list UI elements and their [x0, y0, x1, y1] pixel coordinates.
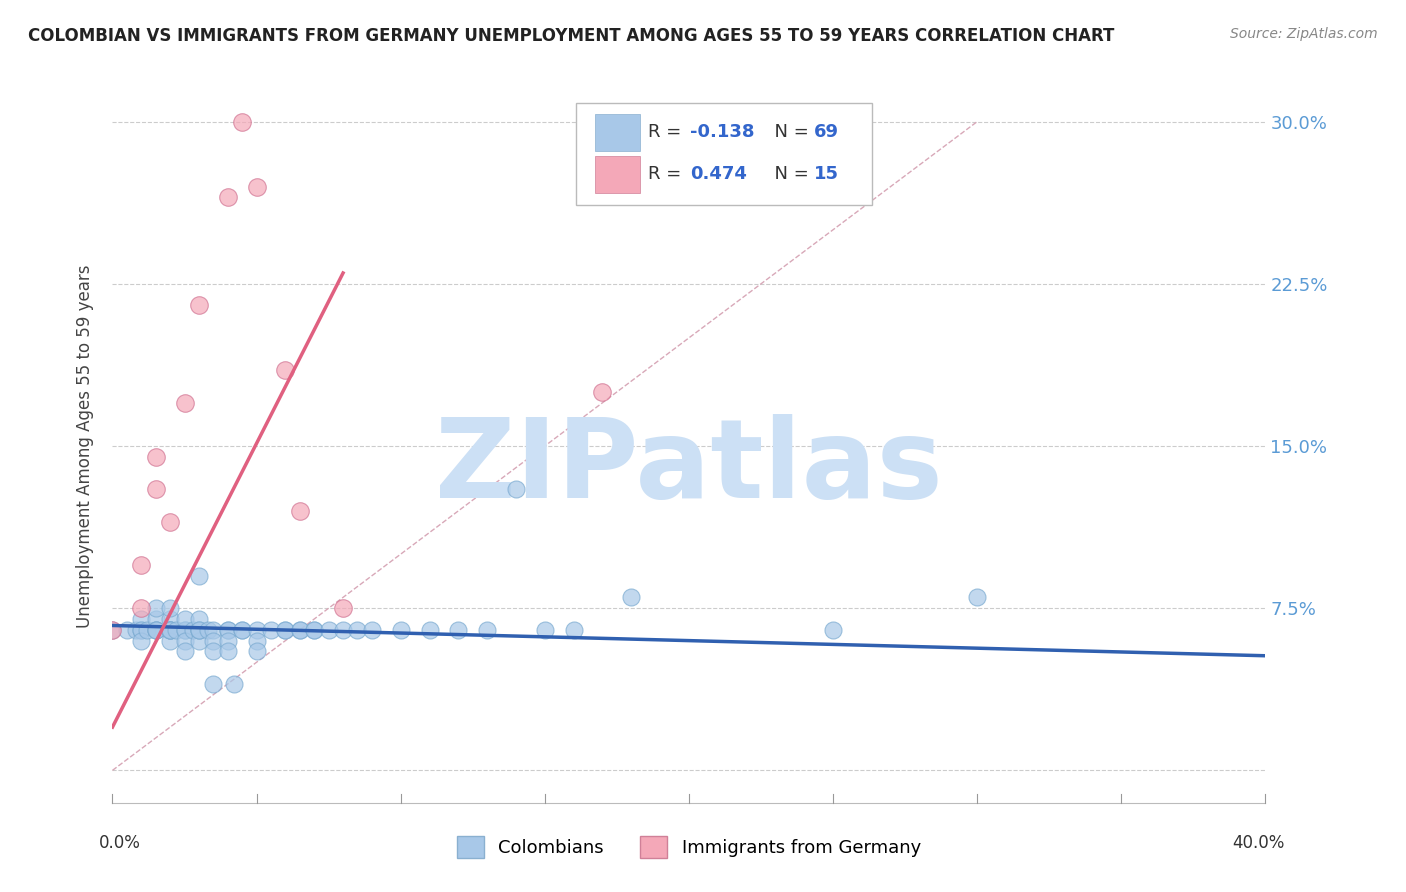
Point: [231, 114, 253, 128]
Text: 40.0%: 40.0%: [1232, 834, 1285, 852]
Point: [188, 633, 211, 648]
Point: [447, 623, 470, 637]
Point: [202, 644, 225, 658]
Point: [159, 623, 181, 637]
Point: [145, 601, 167, 615]
Point: [360, 623, 382, 637]
Point: [562, 623, 585, 637]
Point: [145, 450, 167, 464]
Point: [332, 623, 354, 637]
Point: [260, 623, 283, 637]
Point: [217, 644, 239, 658]
Point: [188, 568, 211, 582]
Point: [318, 623, 340, 637]
Point: [288, 623, 311, 637]
Point: [505, 482, 527, 496]
Point: [231, 623, 253, 637]
Point: [115, 623, 138, 637]
Point: [173, 623, 195, 637]
Text: ZIPatlas: ZIPatlas: [434, 414, 943, 521]
Point: [145, 482, 167, 496]
Point: [159, 623, 181, 637]
Point: [346, 623, 368, 637]
Point: [202, 633, 225, 648]
Point: [145, 623, 167, 637]
Point: [129, 623, 153, 637]
Y-axis label: Unemployment Among Ages 55 to 59 years: Unemployment Among Ages 55 to 59 years: [76, 264, 94, 628]
Point: [188, 623, 211, 637]
Point: [145, 612, 167, 626]
Point: [173, 644, 195, 658]
Point: [145, 623, 167, 637]
Point: [246, 179, 269, 194]
Point: [129, 612, 153, 626]
Text: 0.474: 0.474: [690, 166, 747, 184]
Point: [592, 384, 614, 399]
Text: R =: R =: [648, 166, 688, 184]
Point: [274, 363, 297, 377]
Point: [129, 558, 153, 572]
Point: [274, 623, 297, 637]
Point: [288, 623, 311, 637]
Legend: Colombians, Immigrants from Germany: Colombians, Immigrants from Germany: [450, 829, 928, 865]
Point: [159, 601, 181, 615]
Point: [217, 623, 239, 637]
Point: [304, 623, 326, 637]
Point: [304, 623, 326, 637]
Point: [101, 623, 124, 637]
Point: [129, 601, 153, 615]
Point: [129, 633, 153, 648]
Point: [159, 623, 181, 637]
Point: [274, 623, 297, 637]
Point: [222, 677, 245, 691]
Point: [159, 515, 181, 529]
Text: COLOMBIAN VS IMMIGRANTS FROM GERMANY UNEMPLOYMENT AMONG AGES 55 TO 59 YEARS CORR: COLOMBIAN VS IMMIGRANTS FROM GERMANY UNE…: [28, 27, 1115, 45]
Point: [217, 633, 239, 648]
Point: [389, 623, 412, 637]
Point: [217, 623, 239, 637]
Point: [173, 396, 195, 410]
Point: [620, 591, 643, 605]
Text: Source: ZipAtlas.com: Source: ZipAtlas.com: [1230, 27, 1378, 41]
Point: [188, 298, 211, 312]
Point: [231, 623, 253, 637]
Point: [173, 623, 195, 637]
Point: [821, 623, 844, 637]
Point: [101, 623, 124, 637]
Text: -0.138: -0.138: [690, 123, 755, 141]
Point: [246, 633, 269, 648]
Point: [475, 623, 499, 637]
Point: [124, 623, 146, 637]
Point: [136, 623, 159, 637]
Text: 0.0%: 0.0%: [98, 834, 141, 852]
Point: [173, 633, 195, 648]
Point: [202, 677, 225, 691]
Point: [966, 591, 988, 605]
Text: N =: N =: [763, 123, 815, 141]
Point: [246, 623, 269, 637]
Point: [159, 633, 181, 648]
Text: N =: N =: [763, 166, 815, 184]
Point: [181, 623, 204, 637]
Point: [246, 644, 269, 658]
Point: [534, 623, 557, 637]
Point: [197, 623, 219, 637]
Point: [188, 623, 211, 637]
Point: [173, 612, 195, 626]
Point: [159, 612, 181, 626]
Point: [145, 623, 167, 637]
Point: [129, 623, 153, 637]
Point: [202, 623, 225, 637]
Point: [188, 623, 211, 637]
Point: [165, 623, 187, 637]
Point: [217, 190, 239, 204]
Text: R =: R =: [648, 123, 688, 141]
Point: [288, 504, 311, 518]
Point: [419, 623, 441, 637]
Text: 15: 15: [814, 166, 839, 184]
Point: [159, 623, 181, 637]
Text: 69: 69: [814, 123, 839, 141]
Point: [332, 601, 354, 615]
Point: [188, 612, 211, 626]
